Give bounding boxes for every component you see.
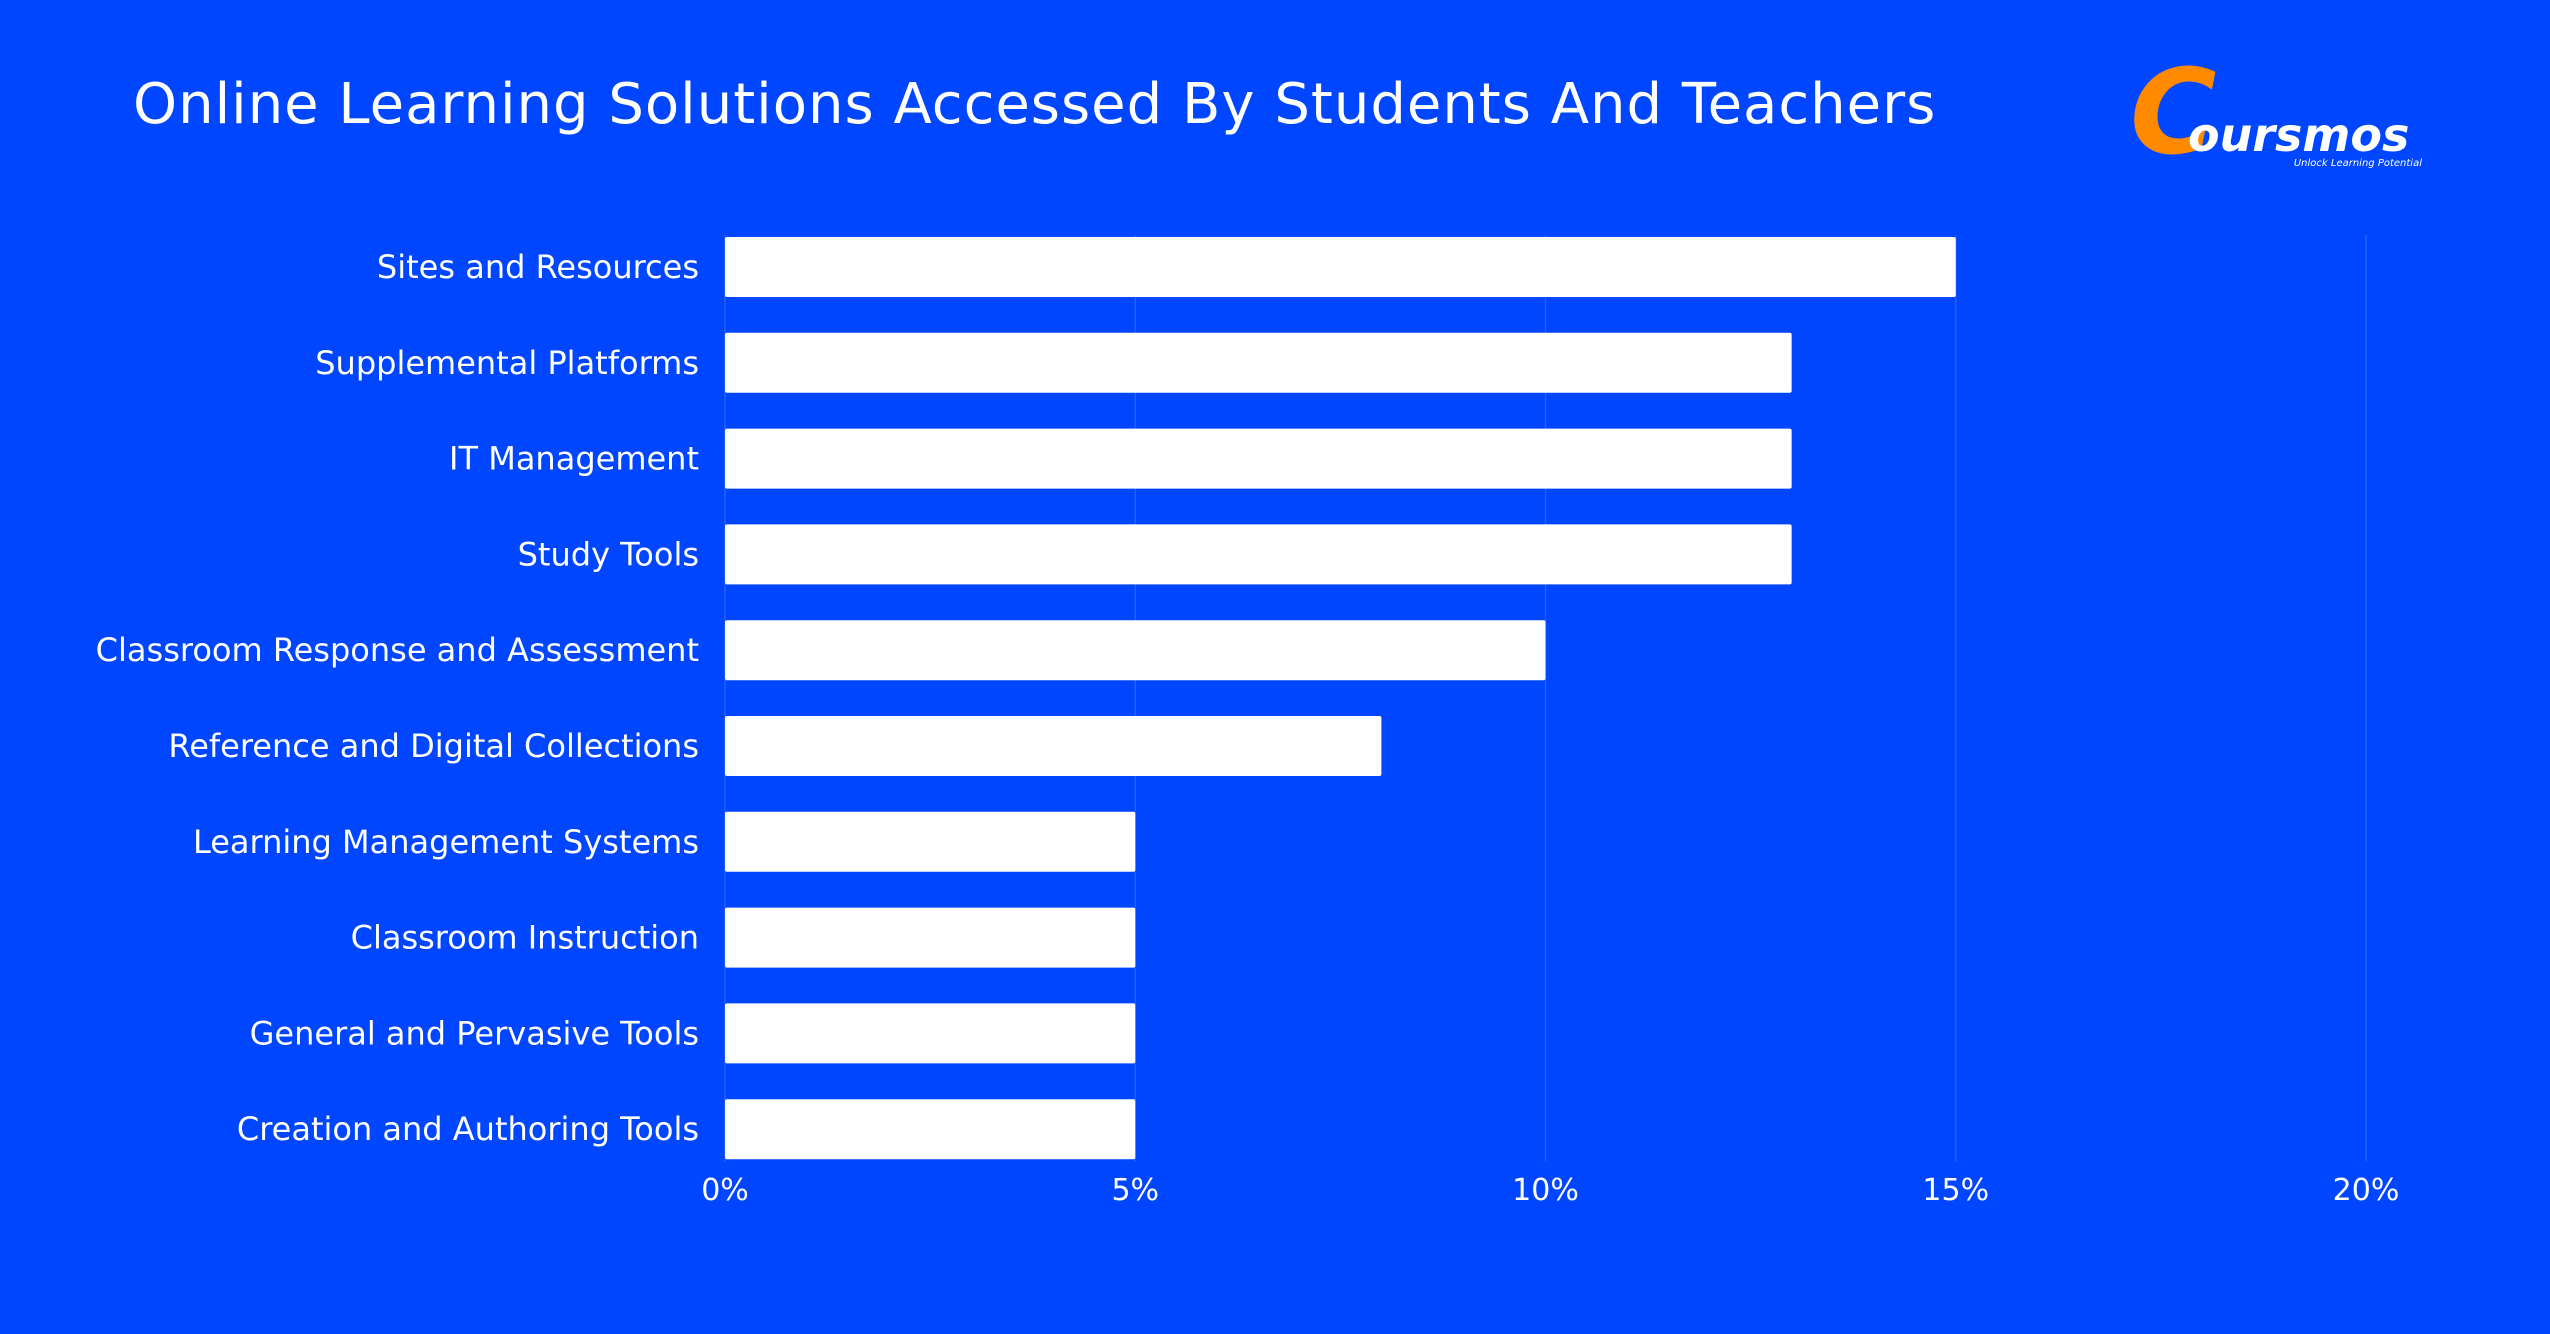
x-axis-tick-labels: 0% 5% 10% 15% 20% (701, 1173, 2399, 1208)
bar-5 (725, 716, 1382, 776)
category-labels: Sites and Resources Supplemental Platform… (96, 248, 699, 1148)
bar-8 (725, 1003, 1136, 1064)
category-label-7: Classroom Instruction (351, 919, 699, 957)
x-tick-label-2: 10% (1512, 1173, 1579, 1208)
category-label-1: Supplemental Platforms (315, 344, 699, 382)
logo-wordmark: oursmos (2188, 108, 2409, 162)
logo-initial: C (2130, 55, 2217, 175)
logo-tagline: Unlock Learning Potential (2294, 158, 2422, 169)
bar-1 (725, 332, 1792, 393)
brand-logo: C oursmos Unlock Learning Potential (2130, 55, 2422, 175)
bar-2 (725, 428, 1792, 489)
x-tick-label-1: 5% (1111, 1173, 1159, 1208)
category-label-0: Sites and Resources (377, 248, 699, 286)
category-label-4: Classroom Response and Assessment (96, 631, 699, 669)
x-tick-label-3: 15% (1922, 1173, 1989, 1208)
bars (725, 237, 1956, 1160)
category-label-3: Study Tools (518, 535, 699, 573)
category-label-2: IT Management (449, 440, 699, 478)
bar-0 (725, 237, 1956, 297)
category-label-8: General and Pervasive Tools (250, 1014, 699, 1052)
x-tick-label-0: 0% (701, 1173, 749, 1208)
bar-3 (725, 524, 1792, 585)
category-label-9: Creation and Authoring Tools (237, 1110, 699, 1148)
category-label-6: Learning Management Systems (193, 823, 699, 861)
x-tick-label-4: 20% (2333, 1173, 2400, 1208)
chart-title: Online Learning Solutions Accessed By St… (133, 72, 1937, 137)
category-label-5: Reference and Digital Collections (168, 727, 699, 765)
bar-7 (725, 907, 1136, 968)
bar-4 (725, 620, 1546, 681)
bar-9 (725, 1099, 1136, 1160)
bar-6 (725, 811, 1136, 872)
